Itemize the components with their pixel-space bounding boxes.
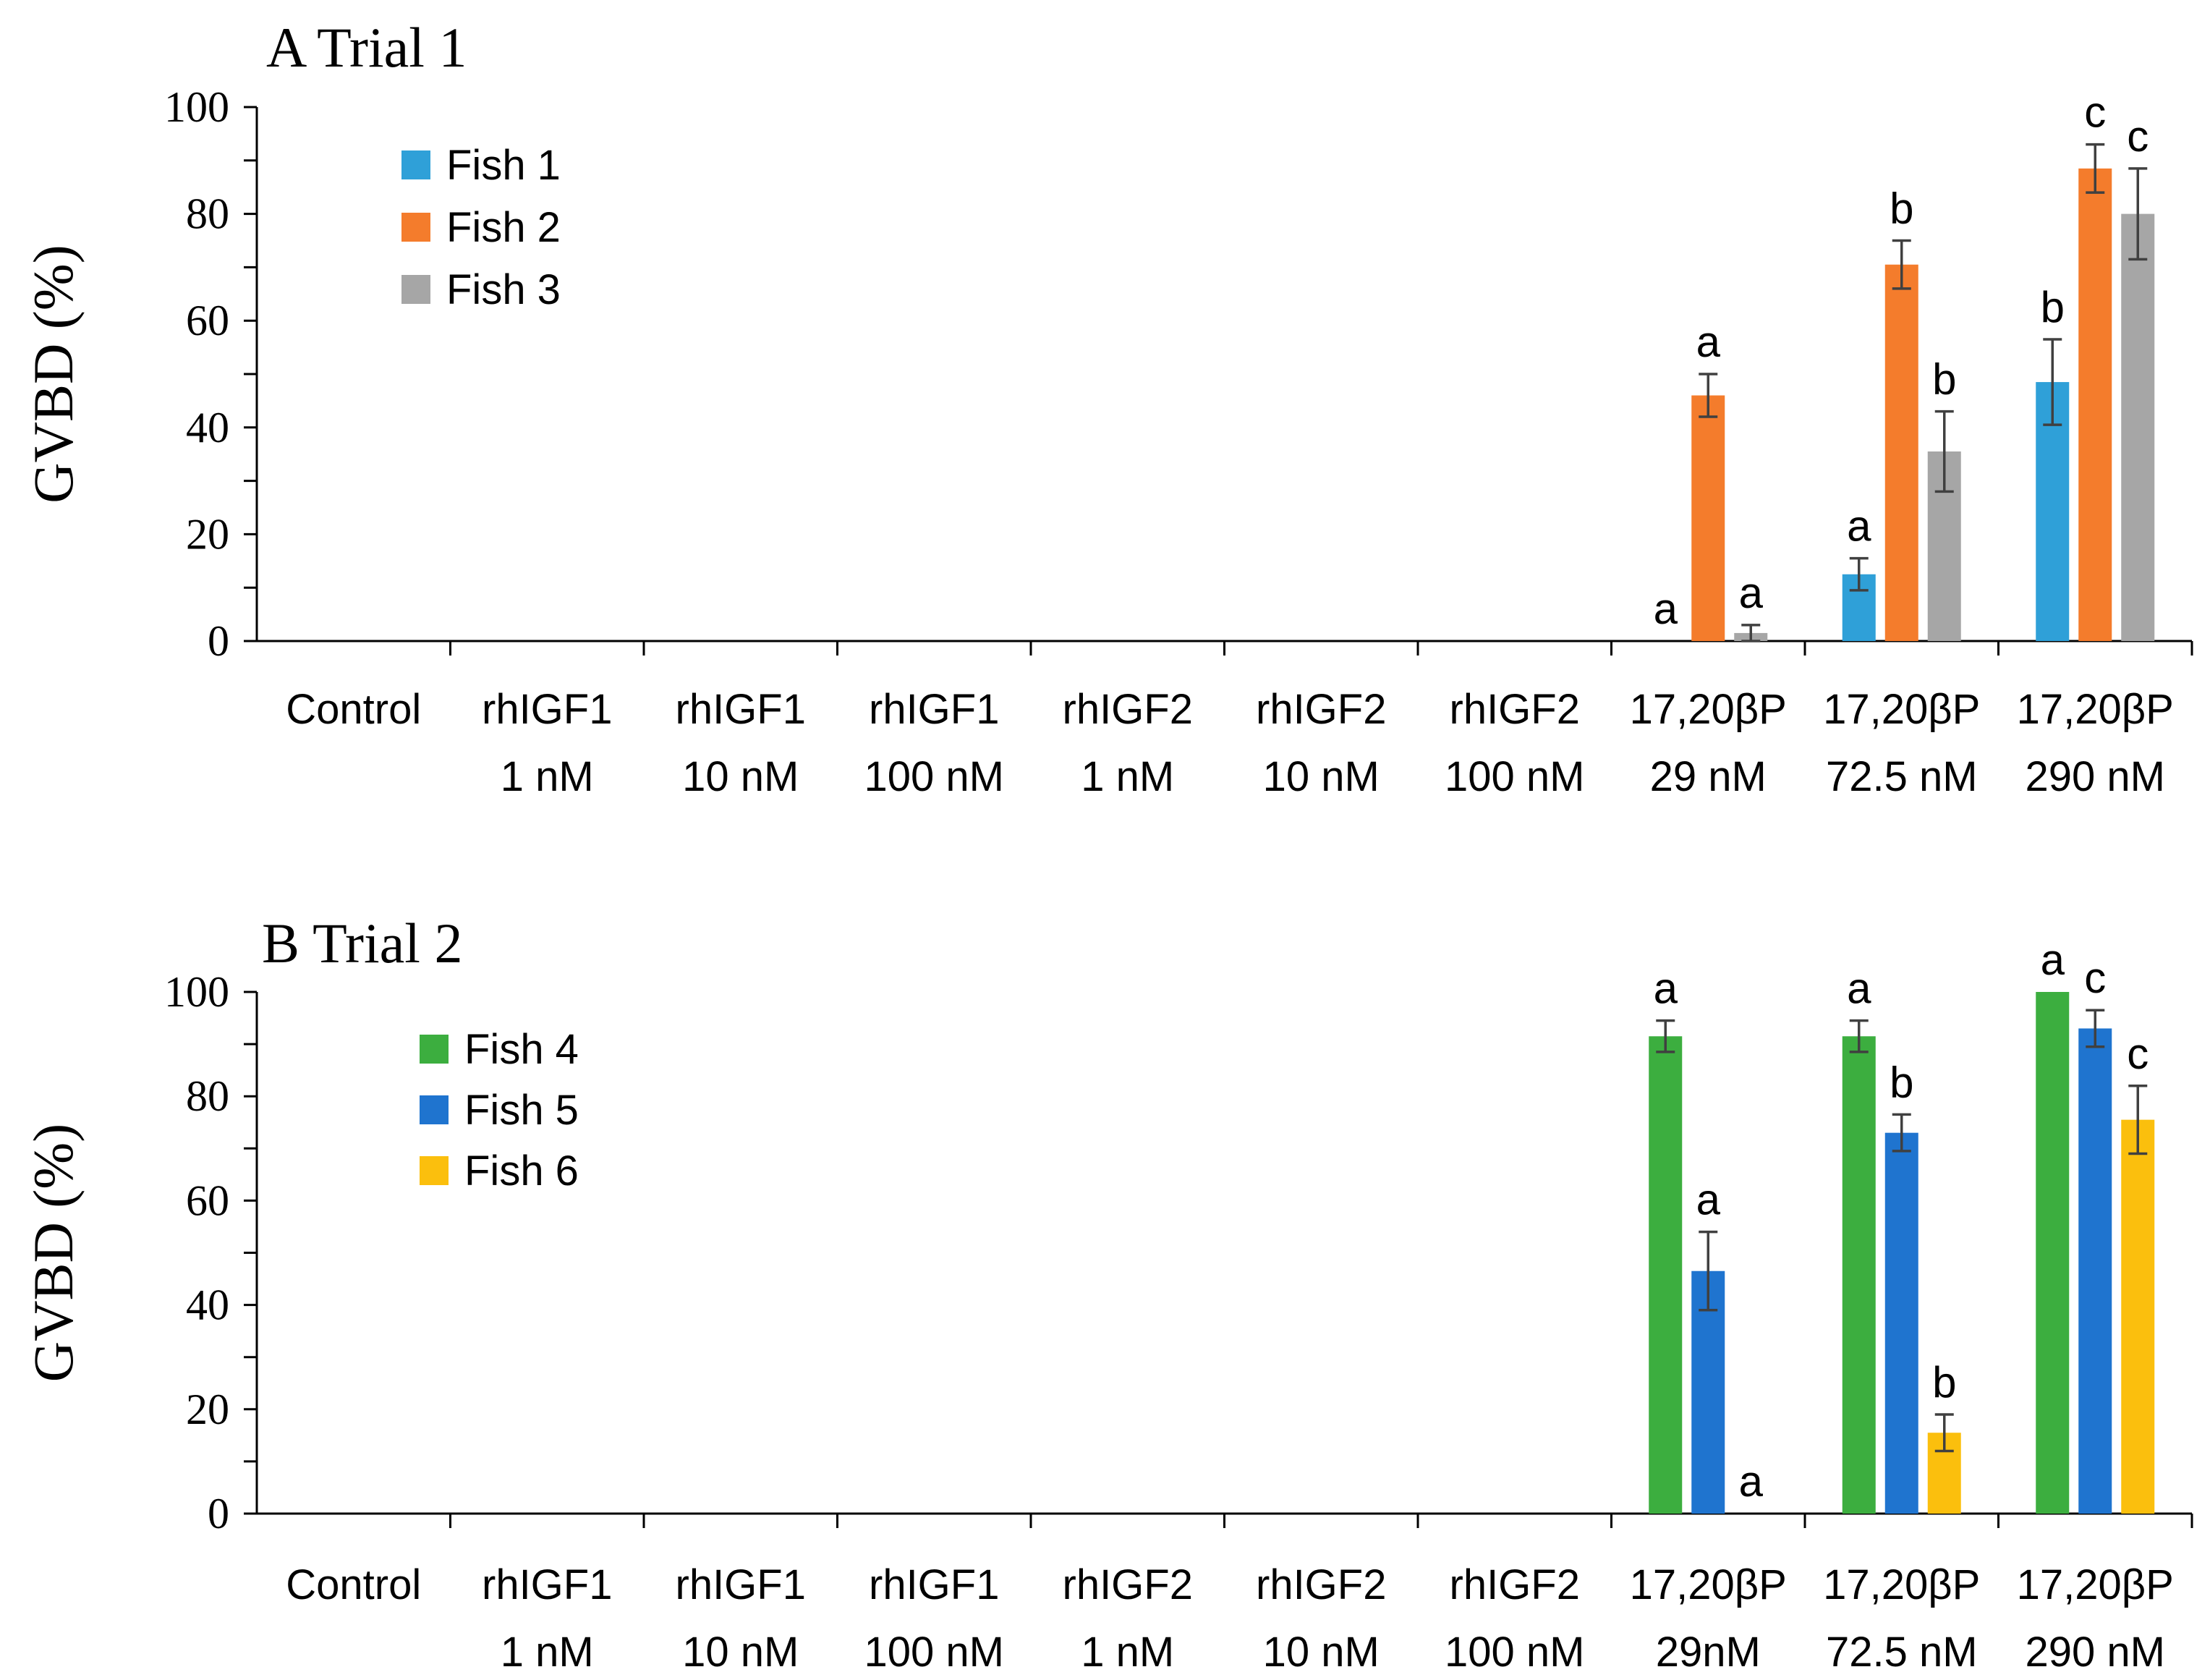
y-tick-label: 0 — [208, 617, 229, 665]
significance-letter: c — [2127, 112, 2149, 161]
significance-letter: a — [1696, 318, 1721, 366]
x-tick-label: rhIGF2 — [1256, 1561, 1387, 1608]
bar — [2036, 992, 2070, 1514]
significance-letter: b — [1890, 1058, 1913, 1106]
x-tick-label: rhIGF1 — [676, 1561, 807, 1608]
legend-swatch — [420, 1035, 449, 1064]
x-tick-label-dose: 100 nM — [864, 1629, 1004, 1676]
y-axis-label: GVBD (%) — [22, 245, 85, 503]
legend-entry: Fish 6 — [464, 1147, 579, 1195]
legend-entry: Fish 1 — [446, 142, 561, 189]
x-tick-label: 17,20βP — [1823, 1561, 1980, 1608]
x-tick-label-dose: 10 nM — [682, 753, 799, 800]
bar — [2078, 168, 2112, 641]
y-tick-label: 60 — [186, 1176, 229, 1224]
y-tick-label: 80 — [186, 1072, 229, 1120]
x-tick-label-dose: 72.5 nM — [1826, 753, 1978, 800]
legend-swatch — [401, 213, 430, 242]
x-tick-label: 17,20βP — [1630, 686, 1787, 733]
y-tick-label: 60 — [186, 297, 229, 344]
bar — [2121, 1119, 2155, 1514]
x-tick-label: rhIGF2 — [1063, 686, 1194, 733]
panel-title: A Trial 1 — [266, 16, 467, 79]
significance-letter: a — [1739, 1457, 1764, 1506]
significance-letter: b — [2041, 283, 2065, 331]
panel-b-trial-2: B Trial 2 GVBD (%) 0 20 40 60 80 100 Control rhIG… — [22, 912, 2193, 1676]
x-tick-label-dose: 100 nM — [1445, 753, 1584, 800]
x-tick-label: rhIGF2 — [1450, 686, 1581, 733]
x-tick-label: rhIGF2 — [1256, 686, 1387, 733]
significance-letter: b — [1890, 184, 1913, 233]
bar — [1649, 1036, 1683, 1514]
y-tick-label: 100 — [164, 83, 229, 131]
x-tick-label: Control — [286, 686, 421, 733]
panel-a-trial-1: A Trial 1 GVBD (%) 0 20 40 60 80 100 Control rhIG… — [22, 16, 2193, 800]
x-tick-label-dose: 10 nM — [1263, 753, 1380, 800]
x-tick-label-dose: 1 nM — [501, 1629, 594, 1676]
x-tick-label: rhIGF2 — [1063, 1561, 1194, 1608]
bar — [1884, 1132, 1918, 1514]
x-tick-label-dose: 10 nM — [682, 1629, 799, 1676]
x-tick-label: rhIGF1 — [482, 686, 613, 733]
legend-swatch — [401, 275, 430, 304]
x-tick-label-dose: 10 nM — [1263, 1629, 1380, 1676]
bar — [1884, 264, 1918, 642]
significance-letter: a — [1847, 964, 1871, 1013]
y-tick-label: 40 — [186, 404, 229, 451]
significance-letter: b — [1932, 355, 1956, 404]
x-tick-label-dose: 100 nM — [1445, 1629, 1584, 1676]
x-tick-label-dose: 29 nM — [1650, 753, 1767, 800]
y-tick-label: 80 — [186, 190, 229, 238]
significance-letter: a — [1739, 569, 1764, 617]
legend-entry: Fish 4 — [464, 1026, 579, 1073]
x-tick-label-dose: 1 nM — [501, 753, 594, 800]
x-tick-label-dose: 290 nM — [2026, 753, 2165, 800]
x-tick-label: rhIGF1 — [482, 1561, 613, 1608]
x-tick-label: rhIGF1 — [676, 686, 807, 733]
significance-letter: c — [2084, 88, 2106, 137]
significance-letter: c — [2084, 954, 2106, 1002]
legend-entry: Fish 3 — [446, 266, 561, 313]
significance-letter: a — [1654, 585, 1678, 633]
y-tick-label: 20 — [186, 1386, 229, 1433]
panel-title: B Trial 2 — [262, 912, 462, 975]
x-tick-label: 17,20βP — [1630, 1561, 1787, 1608]
significance-letter: c — [2127, 1030, 2149, 1078]
x-tick-label-dose: 72.5 nM — [1826, 1629, 1978, 1676]
x-tick-label: rhIGF1 — [869, 1561, 1000, 1608]
legend-entry: Fish 5 — [464, 1087, 579, 1134]
x-tick-label-dose: 29nM — [1656, 1629, 1761, 1676]
x-tick-label-dose: 290 nM — [2026, 1629, 2165, 1676]
legend-swatch — [401, 150, 430, 179]
y-tick-label: 40 — [186, 1281, 229, 1329]
legend-swatch — [420, 1156, 449, 1185]
significance-letter: a — [1654, 964, 1678, 1013]
x-tick-label: Control — [286, 1561, 421, 1608]
x-tick-label-dose: 1 nM — [1081, 1629, 1174, 1676]
bar — [2078, 1028, 2112, 1514]
significance-letter: a — [1696, 1176, 1721, 1224]
x-tick-label-dose: 100 nM — [864, 753, 1004, 800]
x-tick-label-dose: 1 nM — [1081, 753, 1174, 800]
x-tick-label: 17,20βP — [1823, 686, 1980, 733]
x-tick-label: 17,20βP — [2017, 686, 2174, 733]
bar — [1691, 395, 1725, 641]
y-tick-label: 20 — [186, 510, 229, 558]
bar — [1842, 1036, 1876, 1514]
x-tick-label: rhIGF2 — [1450, 1561, 1581, 1608]
significance-letter: a — [2041, 936, 2065, 984]
significance-letter: b — [1932, 1358, 1956, 1407]
y-axis-label: GVBD (%) — [22, 1124, 85, 1382]
legend-swatch — [420, 1095, 449, 1124]
significance-letter: a — [1847, 502, 1871, 551]
legend-entry: Fish 2 — [446, 204, 561, 251]
y-tick-label: 0 — [208, 1490, 229, 1537]
y-tick-label: 100 — [164, 968, 229, 1016]
bar — [1691, 1270, 1725, 1514]
bar — [2121, 213, 2155, 642]
x-tick-label: 17,20βP — [2017, 1561, 2174, 1608]
x-tick-label: rhIGF1 — [869, 686, 1000, 733]
